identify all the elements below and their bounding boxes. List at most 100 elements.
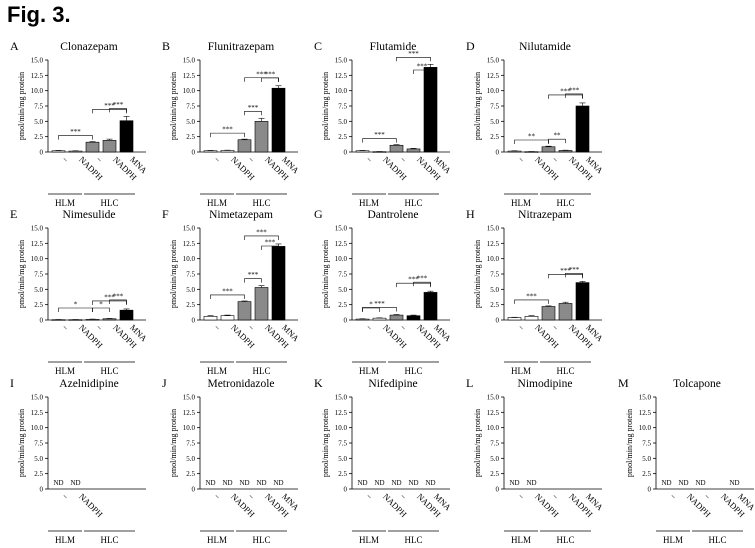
- y-tick-label: 10.0: [183, 424, 196, 432]
- y-tick-label: 15.0: [487, 225, 500, 233]
- bar: [237, 139, 252, 153]
- y-tick-label: 2.5: [34, 133, 43, 141]
- significance-bracket: [565, 273, 583, 278]
- bar: [389, 144, 404, 153]
- category-label: NADPH: [77, 491, 105, 519]
- panel-title: Metronidazole: [207, 378, 274, 390]
- significance-bracket: [514, 299, 549, 304]
- significance-label: ***: [256, 228, 267, 236]
- y-tick-label: 10.0: [639, 424, 652, 432]
- bar: [575, 105, 590, 153]
- y-tick-label: 5.0: [490, 118, 499, 126]
- significance-bracket: [362, 307, 380, 312]
- bar: [85, 319, 100, 321]
- significance-label: ***: [265, 71, 276, 79]
- y-tick-label: 10.0: [31, 424, 44, 432]
- significance-bracket: [109, 299, 127, 304]
- significance-label: ***: [560, 267, 571, 275]
- group-label: HLM: [55, 366, 75, 376]
- y-axis-label: pmol/min/mg protein: [17, 409, 26, 477]
- bar: [102, 140, 117, 153]
- y-tick-label: 0: [192, 149, 196, 157]
- group-label: HLC: [557, 198, 575, 208]
- y-axis-label: pmol/min/mg protein: [17, 240, 26, 308]
- group-label: HLC: [405, 198, 423, 208]
- y-axis-label: pmol/min/mg protein: [473, 72, 482, 140]
- y-axis-label: pmol/min/mg protein: [169, 409, 178, 477]
- group-label: HLC: [101, 198, 119, 208]
- y-axis-label: pmol/min/mg protein: [169, 240, 178, 308]
- group-label: HLM: [663, 535, 683, 545]
- nd-label: ND: [357, 479, 367, 487]
- group-label: HLM: [511, 198, 531, 208]
- y-tick-label: 2.5: [186, 470, 195, 478]
- bar: [271, 87, 286, 153]
- category-label: −: [94, 154, 105, 165]
- y-tick-label: 7.5: [34, 271, 43, 279]
- y-axis-label: pmol/min/mg protein: [17, 72, 26, 140]
- bar: [119, 309, 134, 321]
- bar: [119, 120, 134, 153]
- group-label: HLM: [207, 535, 227, 545]
- bar: [541, 306, 556, 321]
- significance-bracket: [58, 307, 93, 312]
- y-tick-label: 12.5: [183, 409, 196, 417]
- panel-title: Dantrolene: [367, 209, 418, 221]
- category-label: −: [246, 491, 257, 502]
- y-tick-label: 0: [192, 486, 196, 494]
- bar: [423, 292, 438, 321]
- bar: [355, 150, 370, 153]
- y-tick-label: 15.0: [183, 57, 196, 65]
- y-tick-label: 10.0: [183, 255, 196, 263]
- bar: [558, 303, 573, 321]
- category-label: −: [398, 154, 409, 165]
- group-label: HLM: [511, 535, 531, 545]
- y-tick-label: 5.0: [34, 286, 43, 294]
- significance-bracket: [514, 139, 549, 144]
- y-axis-label: pmol/min/mg protein: [321, 72, 330, 140]
- significance-bracket: [261, 77, 279, 82]
- nd-label: ND: [729, 479, 739, 487]
- y-tick-label: 7.5: [490, 440, 499, 448]
- panel-title: Azelnidipine: [59, 378, 118, 390]
- nd-label: ND: [661, 479, 671, 487]
- category-label: −: [60, 491, 71, 502]
- category-label: −: [94, 322, 105, 333]
- bar: [237, 301, 252, 321]
- y-tick-label: 5.0: [186, 455, 195, 463]
- y-tick-label: 2.5: [186, 301, 195, 309]
- y-tick-label: 5.0: [338, 286, 347, 294]
- bar: [406, 148, 421, 153]
- significance-label: ***: [526, 292, 537, 300]
- nd-label: ND: [239, 479, 249, 487]
- panel-title: Flutamide: [370, 41, 417, 53]
- y-tick-label: 15.0: [487, 394, 500, 402]
- y-tick-label: 0: [496, 149, 500, 157]
- bar: [51, 150, 66, 153]
- category-label: −: [212, 322, 223, 333]
- y-tick-label: 7.5: [338, 103, 347, 111]
- y-tick-label: 12.5: [183, 240, 196, 248]
- y-tick-label: 2.5: [490, 301, 499, 309]
- bar: [220, 315, 235, 321]
- significance-label: *: [74, 301, 78, 309]
- y-tick-label: 2.5: [338, 470, 347, 478]
- y-tick-label: 0: [192, 317, 196, 325]
- panel-title: Nimesulide: [62, 209, 115, 221]
- group-label: HLM: [359, 535, 379, 545]
- y-tick-label: 10.0: [487, 424, 500, 432]
- figure-title: Fig. 3.: [7, 2, 71, 27]
- panel-letter: F: [162, 207, 169, 221]
- significance-label: ***: [248, 271, 259, 279]
- category-label: −: [212, 491, 223, 502]
- y-tick-label: 7.5: [490, 103, 499, 111]
- group-label: HLC: [101, 535, 119, 545]
- y-tick-label: 12.5: [31, 72, 44, 80]
- significance-label: ***: [222, 126, 233, 134]
- panel-letter: M: [618, 376, 629, 390]
- panel-title: Nimetazepam: [209, 209, 273, 221]
- significance-label: ***: [374, 300, 385, 308]
- category-label: −: [364, 154, 375, 165]
- significance-bracket: [413, 69, 431, 74]
- panel-title: Clonazepam: [60, 41, 118, 53]
